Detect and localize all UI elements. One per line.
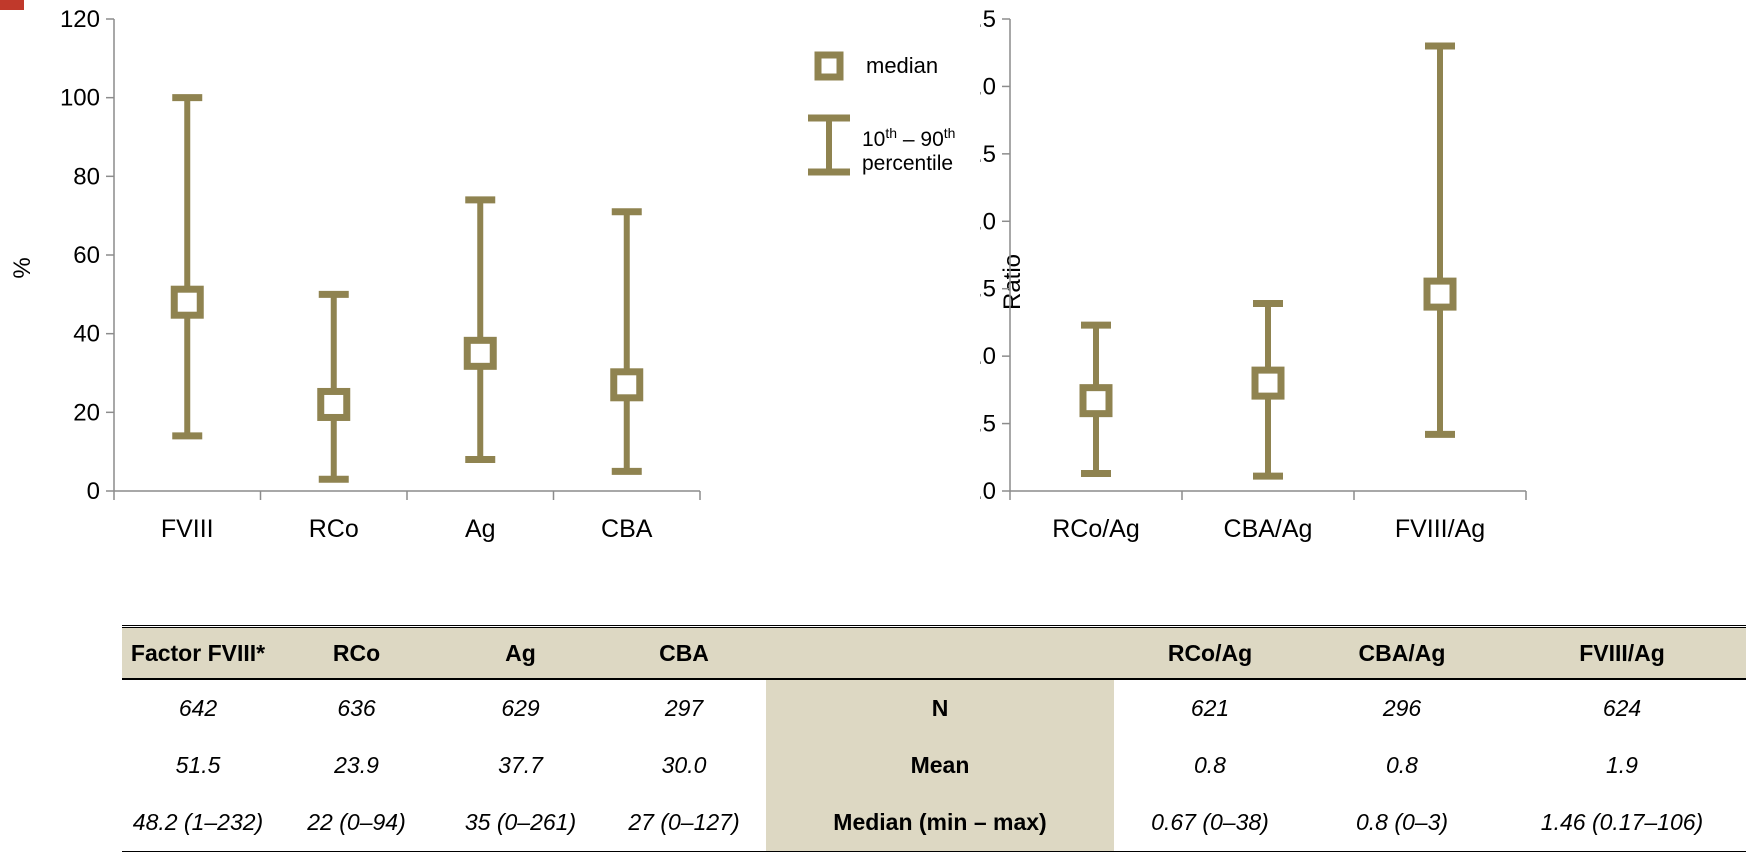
y-tick-label: 2.0 — [980, 208, 996, 235]
row-label: Mean — [766, 737, 1114, 794]
table-cell: 22 (0–94) — [274, 794, 439, 852]
table-row: 48.2 (1–232) 22 (0–94) 35 (0–261) 27 (0–… — [122, 794, 1746, 852]
table-cell: 636 — [337, 695, 376, 721]
median-marker — [1079, 384, 1113, 418]
y-tick-label: 0.5 — [980, 411, 996, 438]
table-cell: 30.0 — [661, 752, 707, 778]
corner-accent — [0, 0, 24, 10]
median-marker — [170, 285, 204, 319]
y-tick-label: 20 — [73, 399, 100, 426]
y-tick-label: 3.0 — [980, 73, 996, 100]
x-category-label: Ag — [465, 515, 496, 543]
table-cell: 621 — [1190, 695, 1230, 721]
header-cell: CBA/Ag — [1306, 625, 1498, 680]
median-marker — [1251, 366, 1285, 400]
statistics-table: Factor FVIII* RCo Ag CBA RCo/Ag CBA/Ag F… — [122, 625, 1746, 852]
row-label: N — [766, 679, 1114, 737]
legend-percentile-label-line2: percentile — [862, 152, 953, 175]
y-tick-label: 60 — [73, 242, 100, 269]
table-cell: 35 (0–261) — [439, 794, 602, 852]
table-cell: 48.2 (1–232) — [122, 794, 274, 852]
y-tick-label: 1.5 — [980, 276, 996, 303]
y-tick-label: 0.0 — [980, 478, 996, 505]
legend-median-icon — [814, 51, 844, 81]
header-cell: RCo/Ag — [1114, 625, 1306, 680]
y-tick-label: 3.5 — [980, 6, 996, 33]
table-cell: 624 — [1602, 695, 1642, 721]
y-axis-title-ratio: Ratio — [999, 254, 1026, 310]
table-cell: 0.67 (0–38) — [1114, 794, 1306, 852]
header-cell: Factor FVIII* — [122, 625, 274, 680]
median-marker — [317, 387, 351, 421]
table-header-row: Factor FVIII* RCo Ag CBA RCo/Ag CBA/Ag F… — [122, 625, 1746, 680]
ratio-chart: Ratio 0.0 0.5 1.0 1.5 2.0 2.5 3.0 3.5 RCo/Ag CBA/… — [980, 6, 1527, 543]
table-cell: 0.8 (0–3) — [1306, 794, 1498, 852]
legend-percentile-icon — [808, 114, 850, 176]
table-cell: 0.8 — [1194, 752, 1226, 778]
y-tick-label: 120 — [60, 6, 100, 33]
median-marker — [463, 336, 497, 370]
row-label: Median (min – max) — [766, 794, 1114, 852]
table-cell: 1.46 (0.17–106) — [1498, 794, 1746, 852]
x-category-label: CBA — [601, 515, 653, 543]
table-cell: 0.8 — [1386, 752, 1418, 778]
table-cell: 51.5 — [175, 752, 221, 778]
y-axis-title-percent: % — [9, 257, 36, 278]
legend: median 10th – 90th percentile — [808, 51, 955, 176]
header-cell: RCo — [274, 625, 439, 680]
legend-percentile-label: 10th – 90th — [862, 125, 955, 151]
table-cell: 296 — [1382, 695, 1422, 721]
table-cell: 642 — [178, 695, 218, 721]
table-cell: 27 (0–127) — [602, 794, 766, 852]
header-cell: CBA — [602, 625, 766, 680]
header-cell: Ag — [439, 625, 602, 680]
y-tick-label: 80 — [73, 163, 100, 190]
table-cell: 23.9 — [334, 752, 379, 778]
x-category-label: FVIII/Ag — [1395, 515, 1485, 543]
y-tick-label: 1.0 — [980, 343, 996, 370]
table-cell: 37.7 — [498, 752, 543, 778]
x-category-label: RCo — [309, 515, 359, 543]
median-marker — [1423, 277, 1457, 311]
x-category-label: CBA/Ag — [1224, 515, 1313, 543]
y-tick-label: 2.5 — [980, 141, 996, 168]
y-tick-label: 100 — [60, 85, 100, 112]
header-cell-blank — [766, 625, 1114, 680]
y-tick-label: 40 — [73, 321, 100, 348]
x-category-label: RCo/Ag — [1052, 515, 1140, 543]
legend-median-label: median — [866, 53, 938, 78]
median-marker — [610, 368, 644, 402]
x-category-label: FVIII — [161, 515, 214, 543]
table-cell: 297 — [664, 695, 704, 721]
y-tick-label: 0 — [87, 478, 100, 505]
table-row: 642 636 629 297 N 621 296 624 — [122, 679, 1746, 737]
table-cell: 629 — [501, 695, 540, 721]
percent-chart: % 0 20 40 60 80 100 120 FVIII RCo Ag CBA — [9, 6, 701, 543]
table-row: 51.5 23.9 37.7 30.0 Mean 0.8 0.8 1.9 — [122, 737, 1746, 794]
header-cell: FVIII/Ag — [1498, 625, 1746, 680]
table-cell: 1.9 — [1606, 752, 1638, 778]
